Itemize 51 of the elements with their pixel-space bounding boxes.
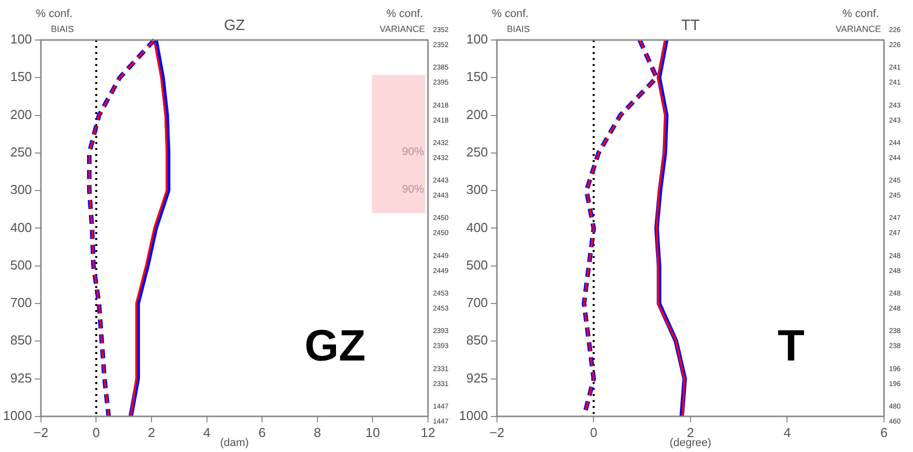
y-tick-label: 250 (10, 144, 32, 160)
y-tick-label: 700 (466, 295, 488, 310)
chart-title: GZ (224, 17, 245, 34)
x-tick-label: 2 (148, 424, 156, 440)
text: VARIANCE (836, 24, 881, 34)
x-tick-label: 4 (203, 424, 210, 440)
x-tick-label: −2 (490, 424, 504, 440)
x-tick-label: 4 (784, 424, 791, 440)
y-tick-label: 400 (466, 220, 488, 235)
text: % conf. (492, 8, 529, 20)
annotation: 90% (402, 146, 424, 158)
x-tick-label: −2 (34, 424, 48, 440)
y-tick-label: 300 (10, 182, 32, 198)
text: % conf. (36, 8, 73, 20)
y-tick-label: 850 (10, 332, 32, 348)
y-tick-label: 250 (466, 144, 488, 160)
x-tick-label: 10 (365, 424, 380, 440)
x-tick-label: 0 (92, 424, 100, 440)
text: % conf. (386, 8, 423, 20)
y-tick-label: 150 (10, 69, 32, 84)
x-tick-label: 6 (880, 424, 888, 440)
x-tick-label: 2 (686, 424, 694, 440)
y-tick-label: 925 (10, 370, 32, 386)
y-tick-label: 1000 (3, 408, 32, 423)
y-tick-label: 100 (10, 32, 32, 47)
y-tick-label: 300 (466, 182, 488, 198)
x-tick-label: 6 (258, 424, 266, 440)
y-tick-label: 500 (466, 257, 488, 272)
text: VARIANCE (380, 24, 425, 34)
text: BIAIS (506, 24, 530, 34)
y-tick-label: 925 (466, 370, 488, 386)
y-tick-label: 400 (10, 220, 32, 235)
y-tick-label: 200 (466, 106, 488, 122)
x-axis-title: (degree) (670, 437, 712, 449)
chart-title: TT (681, 17, 700, 34)
x-tick-label: 0 (590, 424, 598, 440)
y-tick-label: 1000 (459, 408, 488, 423)
text: % conf. (842, 8, 879, 20)
y-tick-label: 500 (10, 257, 32, 272)
annotation: GZ (304, 321, 366, 370)
y-tick-label: 150 (466, 69, 488, 84)
x-tick-label: 12 (420, 424, 436, 440)
y-tick-label: 700 (10, 295, 32, 310)
y-tick-label: 850 (466, 332, 488, 348)
y-tick-label: 100 (466, 32, 488, 47)
text: BIAIS (50, 24, 74, 34)
y-tick-label: 200 (10, 106, 32, 122)
x-axis-title: (dam) (220, 437, 249, 449)
annotation: T (778, 321, 805, 370)
x-tick-label: 8 (314, 424, 322, 440)
annotation: 90% (402, 184, 424, 196)
